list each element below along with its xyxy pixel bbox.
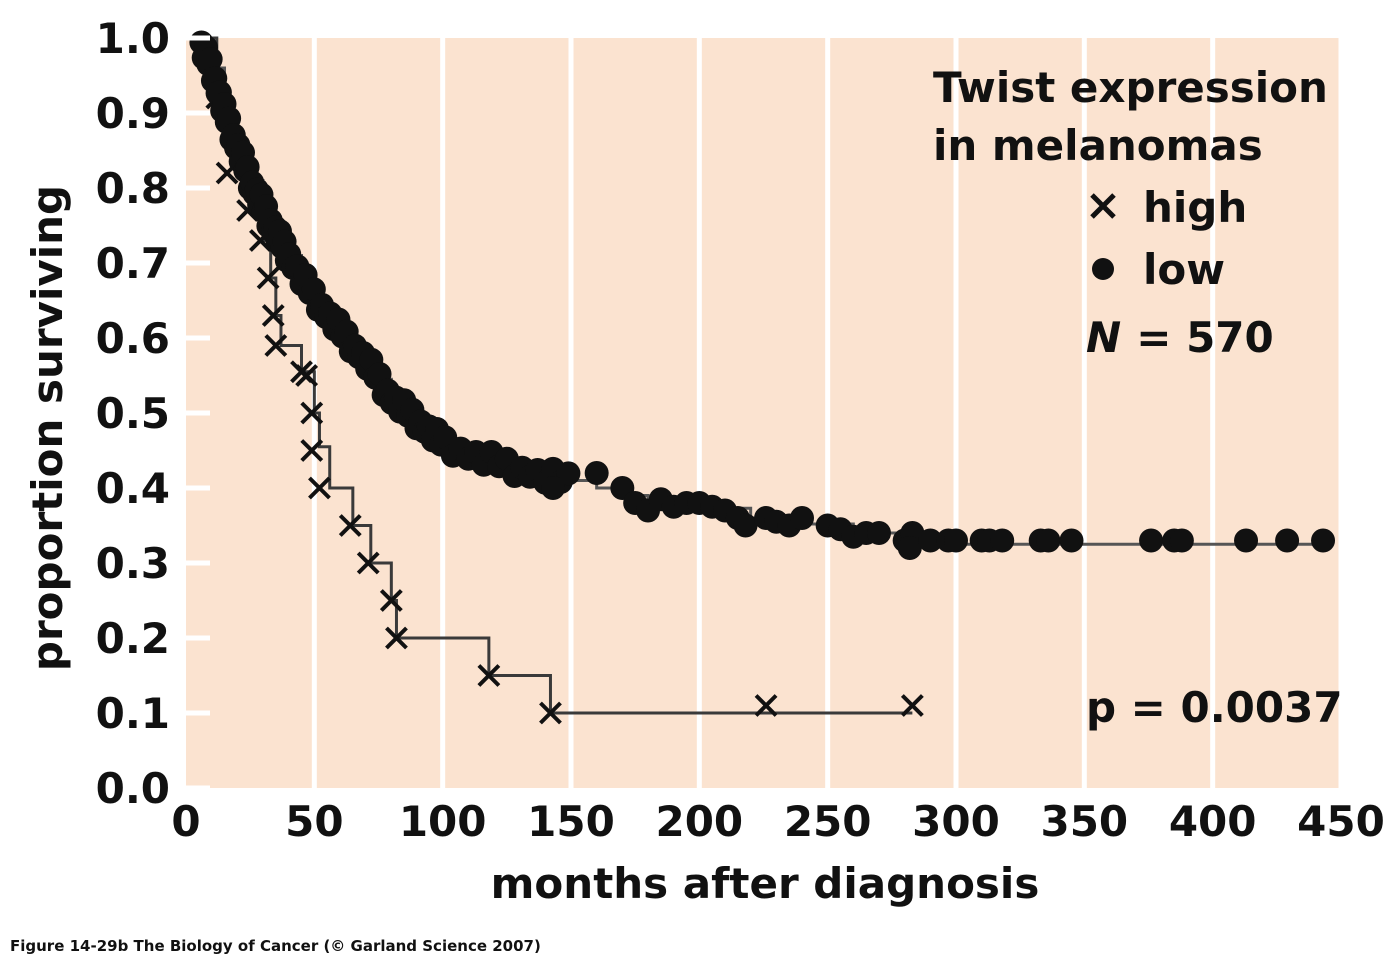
y-tick-label: 0.5 <box>96 389 170 438</box>
y-tick-label: 0.3 <box>96 539 170 588</box>
y-axis-label: proportion surviving <box>23 185 72 671</box>
high-x-marker <box>338 514 362 537</box>
low-dot-marker <box>1169 528 1194 553</box>
high-x-marker <box>900 694 924 717</box>
y-axis-ticks: 0.0 0.1 0.2 0.3 0.4 0.5 0.6 0.7 0.8 0.9 1.0 <box>96 14 210 813</box>
low-dot-marker <box>1311 528 1336 553</box>
legend-dot-marker-icon <box>1092 258 1114 280</box>
low-dot-marker <box>1059 528 1084 553</box>
high-x-marker <box>539 701 562 725</box>
y-tick-label: 0.4 <box>96 464 170 513</box>
high-x-marker <box>477 664 501 687</box>
legend-n-symbol: N <box>1086 313 1121 362</box>
high-x-marker <box>261 304 285 327</box>
legend-x-marker-icon <box>1090 193 1116 219</box>
series-low <box>189 30 1336 560</box>
high-x-marker <box>308 476 331 500</box>
y-tick-label: 0.2 <box>96 614 170 663</box>
low-dot-marker <box>1275 528 1300 553</box>
legend-label-high: high <box>1143 183 1247 232</box>
low-dot-marker <box>790 506 814 530</box>
y-tick-label: 0.8 <box>96 164 170 213</box>
x-axis-label: months after diagnosis <box>491 859 1040 908</box>
low-dot-marker <box>1036 528 1061 553</box>
low-dot-marker <box>556 461 581 486</box>
low-dot-marker <box>897 536 922 560</box>
high-x-marker <box>379 589 403 612</box>
low-dot-marker <box>584 461 609 485</box>
x-tick-label: 250 <box>784 797 872 846</box>
y-tick-label: 0.0 <box>96 764 170 813</box>
y-tick-label: 0.1 <box>96 689 170 738</box>
x-axis-ticks: 0 50 100 150 200 250 300 350 400 450 <box>171 797 1384 846</box>
y-tick-label: 0.9 <box>96 89 170 138</box>
plot-background <box>186 38 1341 788</box>
high-x-marker <box>300 401 324 425</box>
gridlines <box>311 38 1344 788</box>
y-tick-label: 0.7 <box>96 239 170 288</box>
x-tick-label: 100 <box>399 797 487 846</box>
x-tick-label: 450 <box>1297 797 1385 846</box>
high-x-marker <box>754 694 778 717</box>
legend: Twist expression in melanomas high low N… <box>933 63 1328 362</box>
low-dot-marker <box>541 476 566 500</box>
y-tick-label: 0.6 <box>96 314 170 363</box>
high-x-marker <box>385 626 408 650</box>
x-tick-label: 350 <box>1040 797 1128 846</box>
high-x-marker <box>356 551 380 575</box>
legend-n: N = 570 <box>1086 313 1274 362</box>
p-value-annotation: p = 0.0037 <box>1086 683 1343 732</box>
x-tick-label: 300 <box>912 797 1000 846</box>
low-dot-marker <box>990 528 1015 553</box>
high-x-marker <box>295 364 319 387</box>
x-tick-label: 400 <box>1169 797 1257 846</box>
legend-title-line-2: in melanomas <box>933 121 1263 170</box>
low-dot-marker <box>1234 528 1259 553</box>
low-dot-marker <box>944 528 968 553</box>
figure-caption: Figure 14-29b The Biology of Cancer (© G… <box>10 937 541 955</box>
legend-title-line-1: Twist expression <box>933 63 1328 112</box>
x-tick-label: 0 <box>171 797 200 846</box>
x-tick-label: 150 <box>527 797 615 846</box>
low-dot-marker <box>867 521 891 545</box>
x-tick-label: 50 <box>285 797 343 846</box>
high-x-marker <box>256 266 280 290</box>
x-tick-label: 200 <box>655 797 743 846</box>
y-tick-label: 1.0 <box>96 14 170 63</box>
legend-label-low: low <box>1143 245 1225 294</box>
low-dot-marker <box>198 47 223 72</box>
low-dot-marker <box>733 513 758 538</box>
low-dot-marker <box>918 528 943 553</box>
high-x-marker <box>264 334 288 357</box>
low-dot-marker <box>1139 528 1164 553</box>
high-x-marker <box>300 439 324 462</box>
legend-n-value: = 570 <box>1136 313 1273 362</box>
